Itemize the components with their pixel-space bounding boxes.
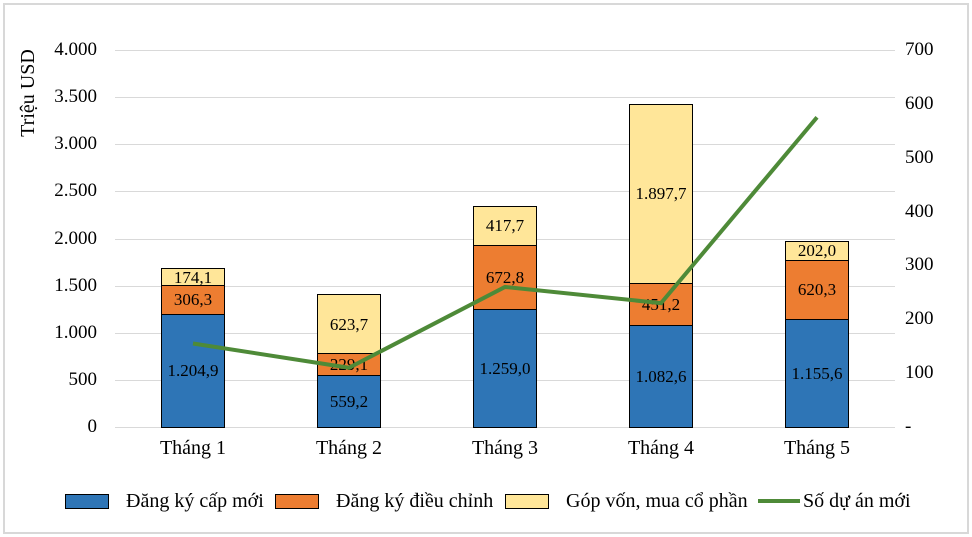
legend-item: Góp vốn, mua cổ phần bbox=[505, 489, 748, 513]
legend-swatch-icon bbox=[65, 493, 109, 509]
bar-segment-1: 1.204,9 bbox=[161, 313, 225, 429]
grid-line bbox=[115, 144, 895, 146]
bar-segment-1: 174,1 bbox=[161, 267, 225, 287]
left-axis-tick: 3.500 bbox=[54, 86, 97, 108]
bar-value-label: 1.897,7 bbox=[635, 184, 687, 204]
left-axis-tick: 2.500 bbox=[54, 180, 97, 202]
bar-segment-4: 1.897,7 bbox=[629, 103, 693, 284]
right-axis-tick: 400 bbox=[905, 200, 934, 222]
bar-segment-3: 417,7 bbox=[473, 205, 537, 247]
legend-line-icon bbox=[758, 499, 800, 503]
bar-value-label: 672,8 bbox=[485, 267, 525, 287]
legend-swatch-icon bbox=[275, 493, 319, 509]
right-axis-tick: 600 bbox=[905, 92, 934, 114]
x-axis-label: Tháng 5 bbox=[783, 437, 851, 459]
bar-segment-1: 306,3 bbox=[161, 284, 225, 315]
right-axis-tick: 200 bbox=[905, 308, 934, 330]
grid-line bbox=[115, 97, 895, 99]
bar-value-label: 202,0 bbox=[797, 241, 837, 261]
right-axis-tick: 500 bbox=[905, 146, 934, 168]
legend-label: Số dự án mới bbox=[803, 490, 911, 512]
bar-value-label: 1.204,9 bbox=[167, 361, 219, 381]
left-axis-tick: 0 bbox=[87, 416, 98, 437]
left-axis-tick: 1.000 bbox=[54, 321, 97, 343]
grid-line bbox=[115, 50, 895, 51]
left-axis-tick: 1.500 bbox=[54, 274, 97, 296]
bar-segment-3: 1.259,0 bbox=[473, 308, 537, 429]
bar-value-label: 306,3 bbox=[173, 290, 213, 310]
bar-value-label: 623,7 bbox=[329, 314, 369, 334]
bar-value-label: 1.259,0 bbox=[479, 358, 531, 378]
legend-item: Đăng ký cấp mới bbox=[65, 489, 264, 513]
left-axis-tick: 2.000 bbox=[54, 227, 97, 249]
bar-value-label: 174,1 bbox=[173, 267, 213, 287]
x-axis-label: Tháng 2 bbox=[315, 437, 383, 459]
x-axis-label: Tháng 3 bbox=[471, 437, 539, 459]
legend-swatch-icon bbox=[505, 493, 549, 509]
x-axis-label: Tháng 4 bbox=[627, 437, 695, 459]
grid-line bbox=[115, 191, 895, 193]
bar-segment-5: 1.155,6 bbox=[785, 318, 849, 429]
x-axis-label: Tháng 1 bbox=[159, 437, 227, 459]
legend-label: Đăng ký điều chỉnh bbox=[336, 490, 494, 512]
right-axis-tick: 300 bbox=[905, 254, 934, 276]
right-axis-tick: 100 bbox=[905, 362, 934, 384]
bar-segment-4: 1.082,6 bbox=[629, 324, 693, 429]
left-axis-tick: 3.000 bbox=[54, 133, 97, 155]
bar-value-label: 1.082,6 bbox=[635, 367, 687, 387]
bar-segment-2: 229,1 bbox=[317, 352, 381, 376]
legend-item: Số dự án mới bbox=[758, 489, 911, 513]
legend-item: Đăng ký điều chỉnh bbox=[275, 489, 493, 513]
right-axis-tick: - bbox=[905, 416, 912, 437]
bar-value-label: 1.155,6 bbox=[791, 363, 843, 383]
bar-value-label: 451,2 bbox=[641, 294, 681, 314]
bar-value-label: 229,1 bbox=[329, 354, 369, 374]
bar-value-label: 417,7 bbox=[485, 216, 525, 236]
bar-segment-3: 672,8 bbox=[473, 244, 537, 310]
bar-value-label: 620,3 bbox=[797, 280, 837, 300]
legend-label: Góp vốn, mua cổ phần bbox=[566, 490, 748, 512]
left-axis-tick: 500 bbox=[68, 368, 98, 390]
bar-segment-5: 202,0 bbox=[785, 240, 849, 262]
right-axis-tick: 700 bbox=[905, 39, 934, 60]
bar-segment-4: 451,2 bbox=[629, 282, 693, 327]
bar-segment-5: 620,3 bbox=[785, 259, 849, 320]
legend-label: Đăng ký cấp mới bbox=[126, 490, 264, 512]
bar-segment-2: 623,7 bbox=[317, 293, 381, 355]
bar-segment-2: 559,2 bbox=[317, 374, 381, 429]
left-axis-tick: 4.000 bbox=[54, 39, 97, 60]
bar-value-label: 559,2 bbox=[329, 391, 369, 411]
